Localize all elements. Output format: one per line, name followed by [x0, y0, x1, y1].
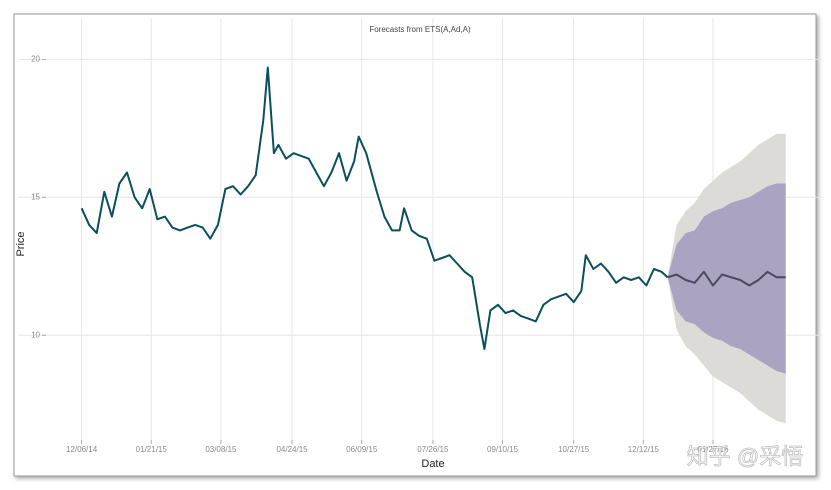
y-tick-label: 10	[31, 330, 40, 339]
x-tick-label: 07/26/15	[417, 445, 449, 454]
x-tick-label: 12/06/14	[66, 445, 98, 454]
x-tick-label: 06/09/15	[346, 445, 378, 454]
y-tick-label: 20	[31, 54, 40, 63]
price-line	[667, 270, 786, 287]
price-line	[80, 66, 669, 350]
x-axis-label: Date	[421, 458, 444, 470]
watermark: 知乎 @采悟	[687, 444, 803, 469]
y-axis-label: Price	[15, 231, 27, 256]
x-tick-label: 12/12/15	[628, 445, 660, 454]
forecast-band	[667, 183, 786, 374]
x-tick-label: 01/21/15	[136, 445, 168, 454]
chart-title: Forecasts from ETS(A,Ad,A)	[369, 25, 471, 34]
x-tick-label: 01/27/16	[697, 445, 729, 454]
plot-area: 10 15 20 12/06/14 01/21/15 03/08/15 04/24/15 06…	[18, 18, 822, 454]
x-tick-label: 04/24/15	[276, 445, 308, 454]
x-tick-label: 03/08/15	[205, 445, 237, 454]
x-tick-label: 09/10/15	[487, 445, 519, 454]
y-tick-label: 15	[31, 192, 40, 201]
x-tick-label: 10/27/15	[558, 445, 590, 454]
